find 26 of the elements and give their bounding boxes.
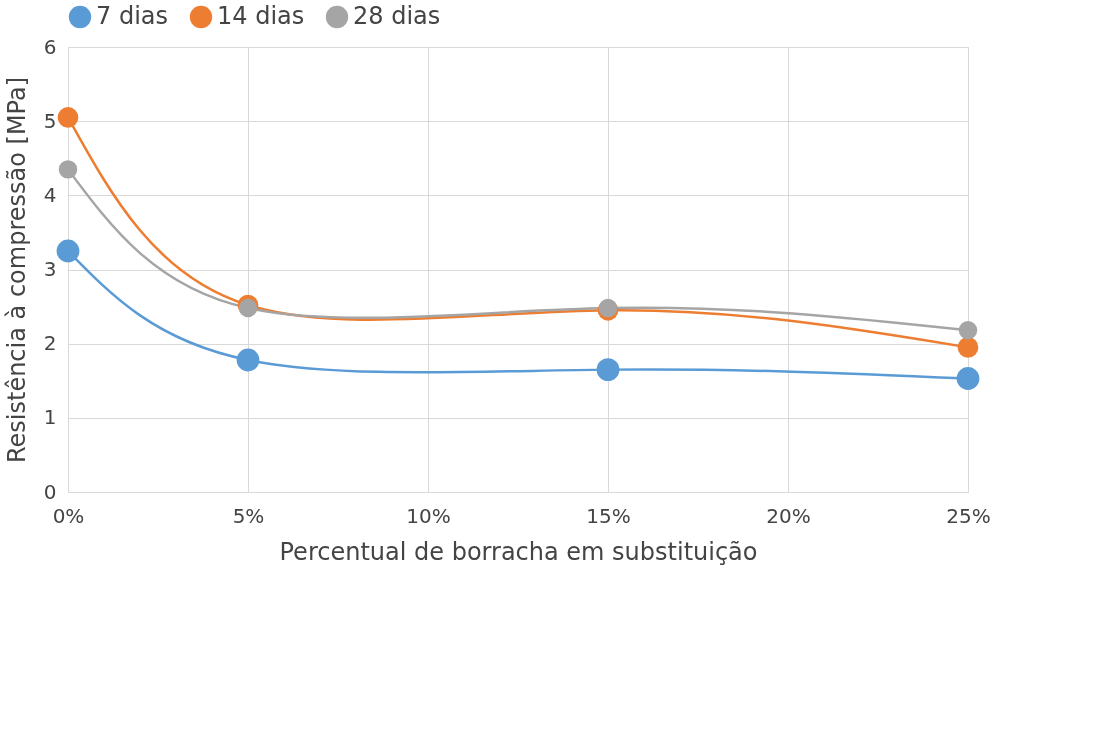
x-tick-label: 5% [232, 503, 265, 528]
point [57, 107, 79, 128]
point [56, 239, 80, 263]
x-tick-label: 0% [52, 503, 85, 528]
y-tick-label: 4 [43, 182, 57, 207]
x-tick-label: 20% [766, 503, 811, 528]
x-tick-label: 15% [586, 503, 631, 528]
y-axis-title: Resistência à compressão [MPa] [2, 76, 31, 464]
point [596, 358, 620, 381]
legend-label: 7 dias [96, 2, 169, 30]
point [58, 160, 78, 179]
y-tick-label: 6 [43, 34, 57, 59]
point [958, 321, 978, 340]
y-tick-label: 2 [43, 331, 57, 356]
x-tick-label: 25% [946, 503, 991, 528]
legend-label: 14 dias [217, 2, 305, 30]
legend-label: 28 dias [353, 2, 441, 30]
y-tick-label: 3 [43, 257, 57, 281]
point [956, 367, 980, 390]
x-tick-label: 10% [406, 503, 451, 528]
point [236, 348, 260, 372]
y-tick-label: 1 [43, 405, 57, 430]
y-tick-label: 5 [43, 108, 57, 133]
y-tick-label: 0 [43, 479, 57, 504]
point [957, 337, 979, 358]
x-axis-title: Percentual de borracha em substituição [279, 537, 758, 566]
